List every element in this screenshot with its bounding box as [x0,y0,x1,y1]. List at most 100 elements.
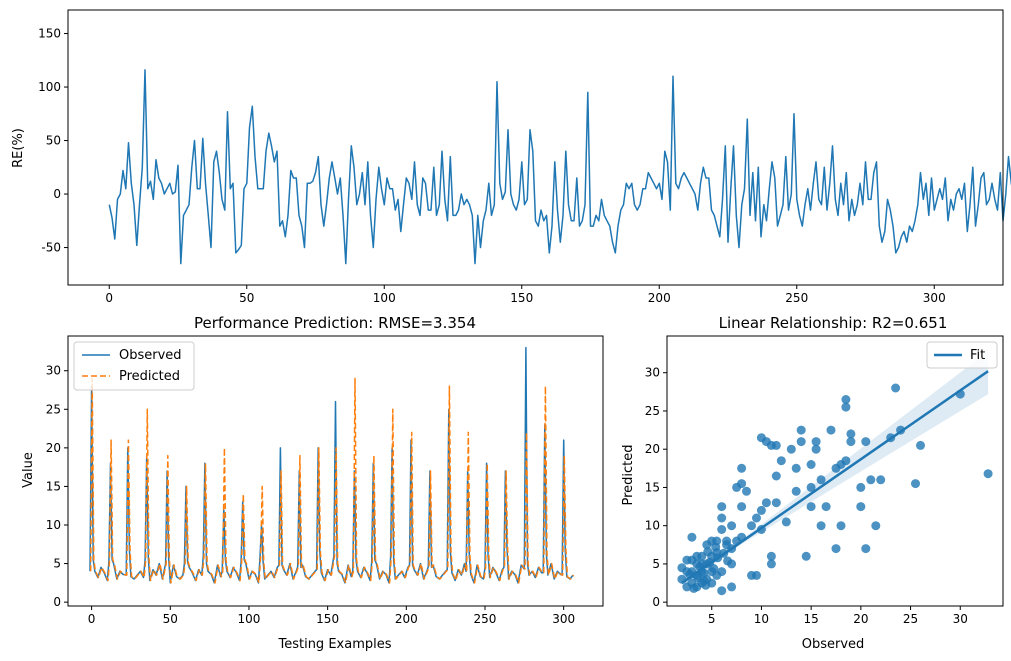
perf-ytick-label: 5 [53,557,61,571]
re-ticks: 0 50 100 150 200 250 300 -50 0 50 100 150 [38,27,946,305]
perf-series-predicted [89,377,575,584]
lin-ticks: 5 10 15 20 25 30 0 5 10 15 20 25 30 [645,366,968,626]
lin-scatter-point [682,555,692,565]
lin-ytick-label: 25 [645,404,660,418]
perf-xtick-label: 0 [88,612,96,626]
perf-xtick-label: 250 [474,612,497,626]
lin-scatter-point [846,437,856,447]
lin-scatter-point [737,463,747,473]
lin-scatter-point [816,475,826,485]
lin-fit-line [681,370,989,585]
perf-legend-box [73,341,195,391]
lin-scatter-point [831,463,841,473]
perf-ticks: 0 50 100 150 200 250 300 0 5 10 15 20 25 30 [46,364,575,626]
lin-scatter-point [791,463,801,473]
lin-xlabel: Observed [802,637,865,652]
lin-scatter-point [871,521,881,531]
lin-scatter-point [806,502,816,512]
lin-scatter-point [811,444,821,454]
lin-scatter-point [717,586,727,596]
performance-chart: Performance Prediction: RMSE=3.354 Value… [21,314,604,652]
lin-scatter-point [723,556,733,566]
lin-scatter-point [737,502,747,512]
lin-scatter-point [841,395,851,404]
perf-plot-area [89,346,575,584]
lin-scatter-point [876,475,886,485]
re-ytick-label: 150 [38,27,61,41]
lin-xtick-label: 15 [804,612,819,626]
lin-scatter-point [699,576,709,586]
lin-legend: Fit [926,341,998,369]
lin-scatter-point [781,517,791,527]
lin-scatter-point [836,521,846,531]
lin-scatter-point [689,583,699,593]
perf-ytick-label: 20 [46,441,61,455]
lin-scatter-point [861,544,871,554]
lin-ytick-label: 0 [652,595,660,609]
re-ytick-label: 50 [46,134,61,148]
perf-xtick-label: 50 [163,612,178,626]
lin-scatter-point [747,570,756,580]
lin-scatter-point [766,551,776,561]
re-ytick-label: 0 [53,187,61,201]
lin-scatter-point [732,482,742,492]
lin-scatter-point [761,498,771,508]
perf-ytick-label: 30 [46,364,61,378]
lin-scatter-point [771,471,781,481]
perf-xtick-label: 300 [552,612,575,626]
perf-ylabel: Value [21,452,36,488]
re-plot-area [108,69,1011,265]
lin-scatter-point [983,469,993,479]
re-xtick-label: 0 [105,291,113,305]
lin-xtick-label: 25 [903,612,918,626]
perf-ytick-label: 10 [46,518,61,532]
lin-scatter-point [677,563,687,573]
lin-scatter-point [806,482,816,492]
lin-scatter-point [742,486,751,496]
re-xtick-label: 250 [785,291,808,305]
lin-scatter-point [702,540,712,550]
lin-scatter-point [776,456,786,466]
lin-scatter-point [856,482,866,492]
lin-scatter-point [727,521,737,531]
perf-ytick-label: 15 [46,479,61,493]
lin-xtick-label: 5 [708,612,716,626]
lin-ytick-label: 5 [652,557,660,571]
lin-scatter-point [916,440,925,450]
lin-scatter-point [717,502,727,512]
lin-scatter-point [722,536,732,546]
lin-title: Linear Relationship: R2=0.651 [719,314,948,332]
re-chart: RE(%) 0 50 100 150 200 250 300 -50 0 50 100 150 [11,9,1011,305]
lin-scatter-point [861,437,871,447]
perf-xtick-label: 150 [316,612,339,626]
lin-scatter-point [687,532,697,542]
lin-scatter-point [891,383,901,393]
lin-scatter-point [856,502,866,512]
perf-ytick-label: 25 [46,402,61,416]
lin-scatter-point [826,425,836,435]
lin-ylabel: Predicted [621,444,636,505]
lin-scatter-point [806,460,816,469]
perf-axes-frame [67,335,604,607]
lin-scatter-point [816,521,826,531]
perf-xtick-label: 100 [238,612,261,626]
perf-ytick-label: 0 [53,595,61,609]
re-ylabel: RE(%) [11,128,26,168]
lin-scatter-point [811,437,821,447]
lin-ytick-label: 10 [645,519,660,533]
lin-scatter-point [821,502,831,512]
perf-xtick-label: 200 [395,612,418,626]
lin-scatter-point [747,521,756,531]
lin-scatter-point [841,402,851,412]
lin-xtick-label: 20 [853,612,868,626]
re-ytick-label: 100 [38,80,61,94]
lin-scatter-point [786,444,796,454]
lin-scatter-point [682,582,692,592]
lin-scatter-point [796,437,806,447]
lin-scatter-point [866,475,876,485]
re-xtick-label: 100 [373,291,396,305]
re-ytick-label: -50 [41,241,61,255]
lin-scatter-point [846,429,856,439]
lin-scatter-point [796,425,806,435]
